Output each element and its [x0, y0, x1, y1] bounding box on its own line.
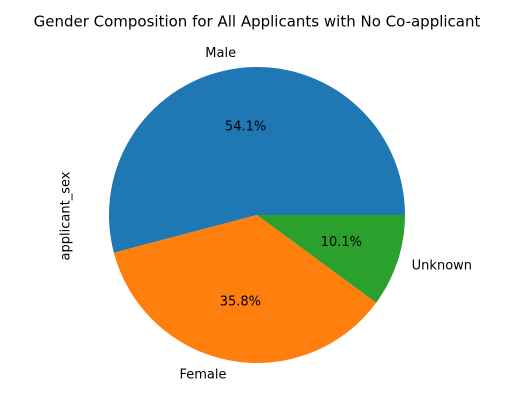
slice-percent-female: 35.8% [220, 295, 261, 310]
pie-slice-female [113, 215, 377, 363]
pie-slice-unknown [257, 215, 405, 303]
slice-label-male: Male [205, 46, 236, 61]
pie-slices [109, 67, 405, 363]
pie-slice-male [109, 67, 405, 253]
y-axis-label: applicant_sex [59, 171, 74, 260]
slice-percent-male: 54.1% [225, 119, 266, 134]
pie-labels: Male 54.1% Female 35.8% Unknown 10.1% [179, 46, 472, 382]
slice-label-female: Female [179, 367, 226, 382]
slice-percent-unknown: 10.1% [321, 235, 362, 250]
slice-label-unknown: Unknown [412, 258, 472, 273]
chart-title: Gender Composition for All Applicants wi… [34, 13, 481, 31]
